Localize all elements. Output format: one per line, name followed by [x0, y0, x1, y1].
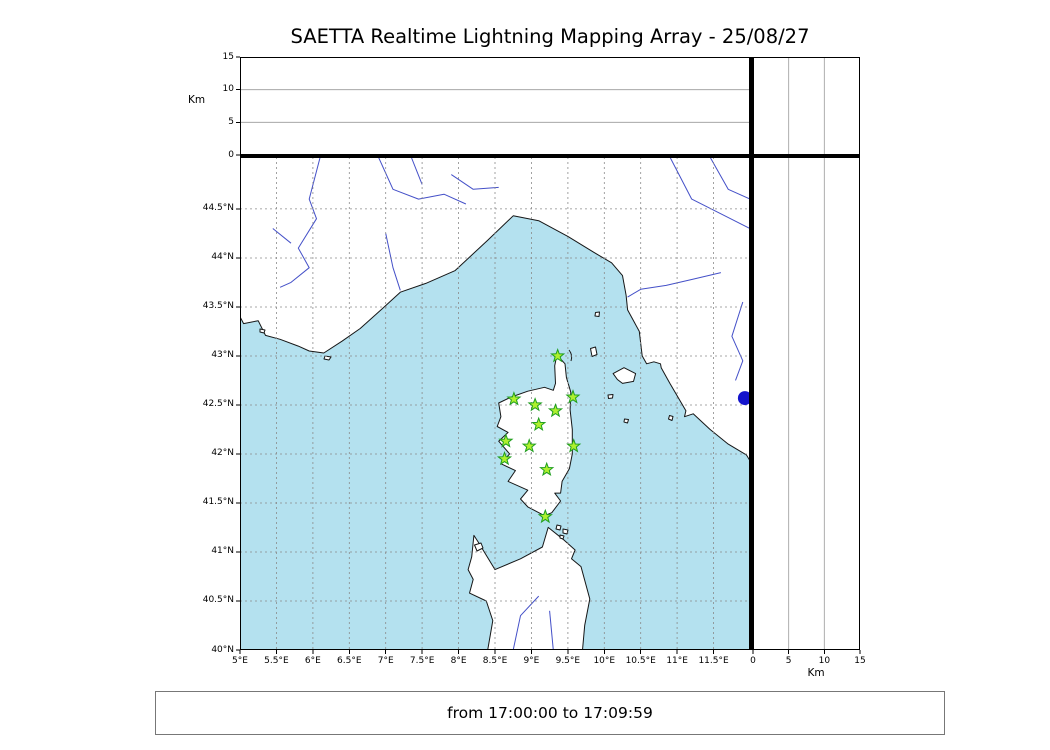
island-maddalena-1 [555, 524, 562, 531]
station-star [547, 402, 564, 418]
station-star [537, 508, 553, 524]
river-branch [272, 228, 292, 244]
island-gorgona [594, 311, 600, 317]
map-panel [240, 157, 750, 650]
island-porquerolles [323, 355, 332, 361]
histogram-panel-frame [753, 57, 860, 155]
station-star [521, 438, 537, 453]
river-po-trib-3 [451, 174, 499, 190]
coastline-corsica [496, 354, 573, 517]
time-range-box: from 17:00:00 to 17:09:59 [155, 691, 945, 735]
station-star [531, 416, 547, 431]
station-star [566, 438, 582, 453]
river-sardinia-2 [549, 610, 554, 650]
station-star [565, 389, 581, 404]
island-elba [612, 367, 637, 384]
river-po-trib-4 [669, 157, 750, 229]
river-sardinia-1 [512, 595, 540, 650]
event-dot [737, 391, 750, 406]
river-var [385, 233, 401, 291]
graticule [240, 157, 750, 650]
altitude-unit-label-top: Km [188, 94, 206, 106]
river-po-trib-5 [709, 157, 750, 200]
river-po-trib-1 [377, 157, 467, 205]
island-maddalena-3 [559, 534, 565, 540]
river-po-trib-2 [410, 157, 423, 185]
station-star [539, 461, 555, 477]
island-asinara [474, 542, 484, 552]
station-star [496, 450, 513, 466]
station-star [527, 397, 543, 412]
panel-gridlines [240, 57, 825, 650]
island-capraia [590, 346, 598, 357]
page-title: SAETTA Realtime Lightning Mapping Array … [290, 25, 810, 48]
island-maddalena-2 [562, 528, 569, 535]
island-frioul [259, 328, 266, 334]
coastline-sardinia [467, 526, 591, 650]
alt-lat-panel-frame [753, 157, 860, 650]
station-markers [496, 348, 750, 524]
station-star [550, 348, 566, 363]
islet-giraglia-mark [568, 349, 573, 362]
station-star [506, 391, 522, 406]
river-arno [627, 272, 722, 298]
island-montecristo [623, 418, 629, 424]
axis-tick-marks [236, 56, 861, 654]
alt-lon-panel-frame [240, 57, 750, 155]
river-tiber [731, 301, 744, 381]
coastline-mainland [240, 157, 750, 462]
island-pianosa [607, 394, 614, 399]
time-range-text: from 17:00:00 to 17:09:59 [447, 704, 653, 722]
altitude-unit-label-right: Km [807, 667, 825, 679]
river-durance [279, 157, 321, 288]
station-star [498, 433, 514, 448]
island-giglio [668, 415, 674, 421]
